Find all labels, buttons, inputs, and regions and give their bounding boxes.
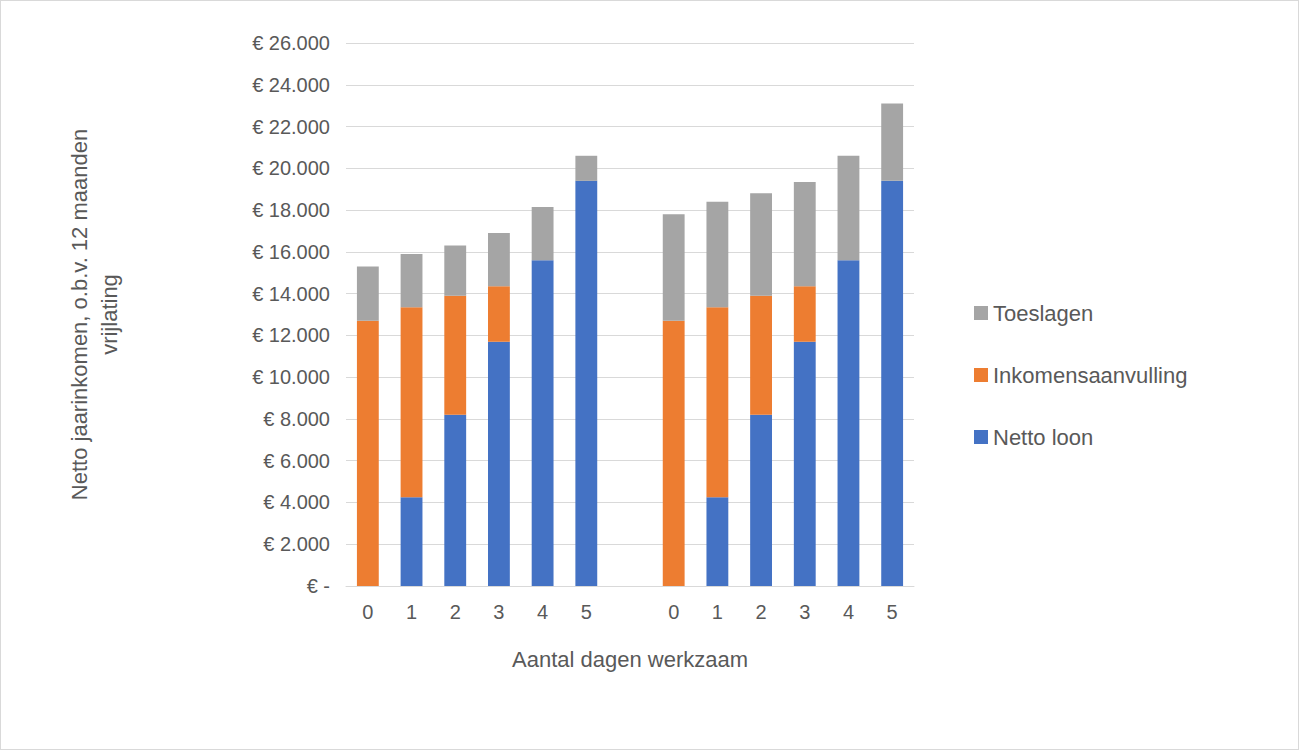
svg-text:€ -: € - bbox=[307, 575, 330, 597]
svg-text:Netto loon: Netto loon bbox=[993, 425, 1093, 450]
svg-text:1: 1 bbox=[712, 601, 723, 623]
svg-text:2: 2 bbox=[450, 601, 461, 623]
svg-text:3: 3 bbox=[493, 601, 504, 623]
svg-text:vrijlating: vrijlating bbox=[97, 274, 122, 355]
svg-text:4: 4 bbox=[537, 601, 548, 623]
svg-text:5: 5 bbox=[887, 601, 898, 623]
svg-text:0: 0 bbox=[362, 601, 373, 623]
svg-text:€ 4.000: € 4.000 bbox=[263, 491, 330, 513]
svg-text:€ 16.000: € 16.000 bbox=[252, 241, 330, 263]
svg-text:€ 20.000: € 20.000 bbox=[252, 157, 330, 179]
svg-text:Inkomensaanvulling: Inkomensaanvulling bbox=[993, 363, 1187, 388]
svg-text:€ 14.000: € 14.000 bbox=[252, 283, 330, 305]
svg-text:0: 0 bbox=[668, 601, 679, 623]
svg-text:2: 2 bbox=[756, 601, 767, 623]
svg-text:€ 24.000: € 24.000 bbox=[252, 74, 330, 96]
svg-text:€ 6.000: € 6.000 bbox=[263, 450, 330, 472]
svg-text:€ 2.000: € 2.000 bbox=[263, 533, 330, 555]
svg-text:3: 3 bbox=[799, 601, 810, 623]
svg-text:€ 10.000: € 10.000 bbox=[252, 366, 330, 388]
svg-text:€ 12.000: € 12.000 bbox=[252, 324, 330, 346]
svg-text:€ 18.000: € 18.000 bbox=[252, 199, 330, 221]
svg-text:Toeslagen: Toeslagen bbox=[993, 301, 1093, 326]
svg-text:1: 1 bbox=[406, 601, 417, 623]
svg-text:Aantal dagen werkzaam: Aantal dagen werkzaam bbox=[512, 647, 748, 672]
svg-text:4: 4 bbox=[843, 601, 854, 623]
svg-text:Netto jaarinkomen, o.b.v. 12 m: Netto jaarinkomen, o.b.v. 12 maanden bbox=[67, 129, 92, 500]
svg-text:5: 5 bbox=[581, 601, 592, 623]
svg-text:€ 8.000: € 8.000 bbox=[263, 408, 330, 430]
svg-text:€ 26.000: € 26.000 bbox=[252, 32, 330, 54]
svg-text:€ 22.000: € 22.000 bbox=[252, 116, 330, 138]
